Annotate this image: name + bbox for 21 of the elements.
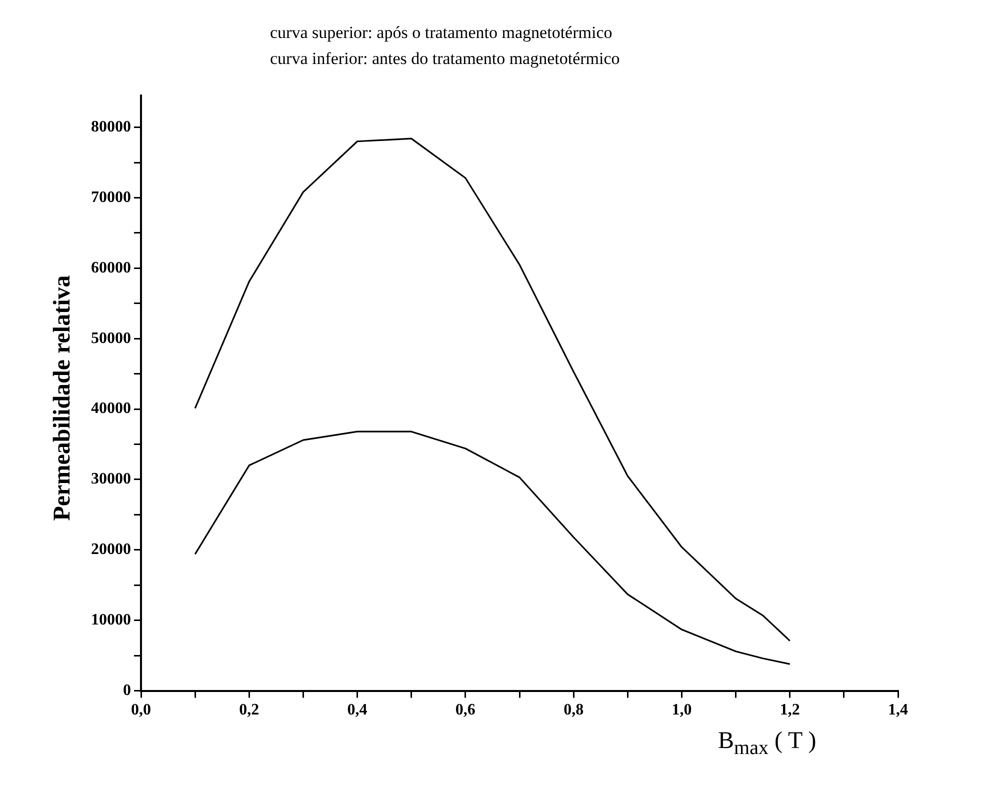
y-axis-title: Permeabilidade relativa <box>50 275 76 521</box>
y-tick-label: 50000 <box>91 330 131 347</box>
x-tick-label: 1,4 <box>888 702 908 719</box>
x-axis-title: B$_{max}$ ( T ) <box>718 728 816 760</box>
y-tick-label: 0 <box>123 682 131 699</box>
x-tick-label: 0,8 <box>564 702 584 719</box>
y-tick-label: 10000 <box>91 612 131 629</box>
y-tick-label: 20000 <box>91 541 131 558</box>
x-tick-label: 0,0 <box>131 702 151 719</box>
x-tick-label: 0,2 <box>239 702 260 719</box>
x-tick-label: 0,6 <box>455 702 476 719</box>
x-tick-label: 1,0 <box>672 702 692 719</box>
x-tick-label: 1,2 <box>780 702 800 719</box>
y-tick-label: 30000 <box>91 470 131 488</box>
text: curva inferior: antes do tratamento magnetotérmico <box>270 48 620 70</box>
y-tick-label: 40000 <box>91 400 131 418</box>
y-tick-label: 80000 <box>91 118 131 136</box>
y-tick-label: 60000 <box>91 259 131 276</box>
text: curva superior: após o tratamento magnetotérmico <box>270 22 614 44</box>
x-tick-label: 0,4 <box>347 702 368 719</box>
y-tick-label: 70000 <box>91 188 131 206</box>
